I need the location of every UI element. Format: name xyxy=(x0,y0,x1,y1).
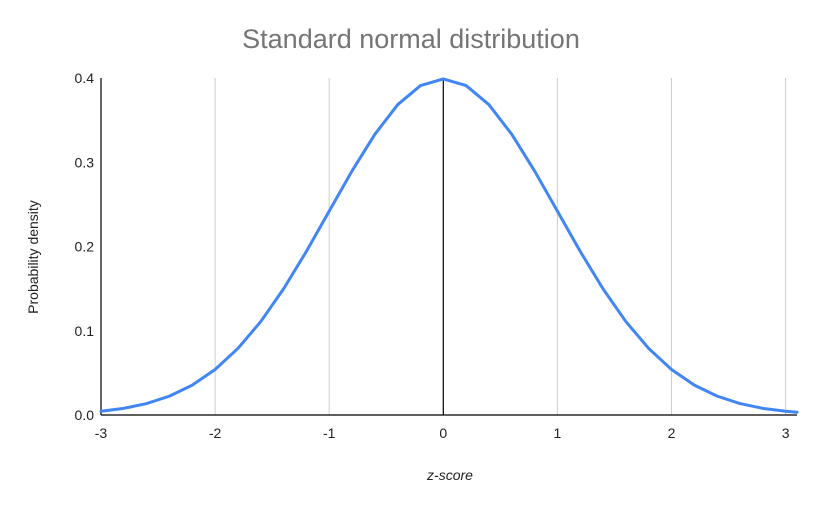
grid-lines xyxy=(214,78,787,415)
x-tick-label-1: -2 xyxy=(209,425,222,441)
y-tick-label-2: 0.2 xyxy=(75,239,95,255)
series-line-0 xyxy=(99,77,799,414)
y-tick-label-0: 0.0 xyxy=(75,407,95,423)
y-tick-label-3: 0.3 xyxy=(75,154,95,170)
x-tick-label-2: -1 xyxy=(323,425,336,441)
x-tick-label-4: 1 xyxy=(553,425,561,441)
x-axis-label: z-score xyxy=(426,467,473,483)
tick-labels: -3 -2 -1 0 1 2 3 0.0 0.1 0.2 0.3 0.4 xyxy=(75,70,790,441)
y-tick-label-1: 0.1 xyxy=(75,323,95,339)
x-tick-label-3: 0 xyxy=(439,425,447,441)
x-tick-label-6: 3 xyxy=(782,425,790,441)
x-tick-label-0: -3 xyxy=(95,425,108,441)
x-tick-label-5: 2 xyxy=(668,425,676,441)
y-tick-label-4: 0.4 xyxy=(75,70,95,86)
axes xyxy=(100,78,797,416)
y-axis-label: Probability density xyxy=(25,200,41,314)
chart-title: Standard normal distribution xyxy=(242,24,580,54)
series-layer xyxy=(99,77,799,414)
